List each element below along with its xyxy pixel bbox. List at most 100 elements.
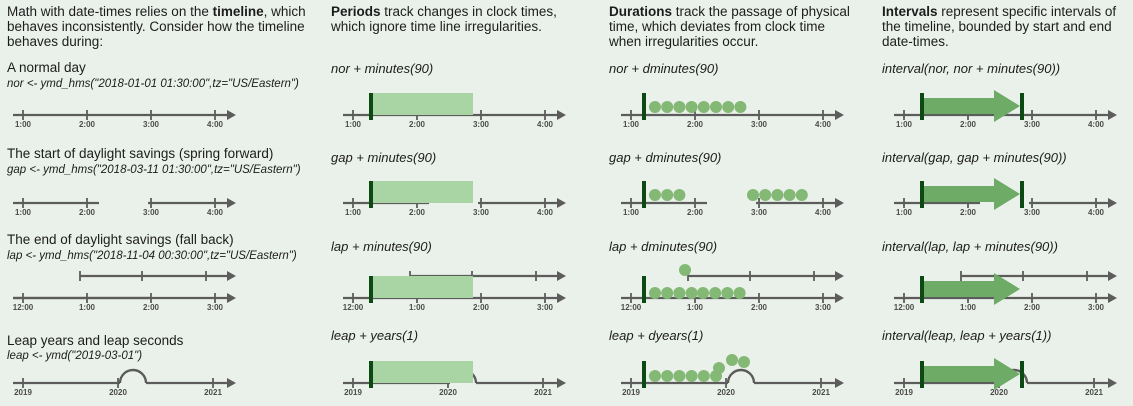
row3-col3-duration-dot-a-4 bbox=[685, 287, 698, 299]
row2-col2-tick-label-1: 1:00 bbox=[345, 208, 362, 217]
row1-col1-tick-label-3: 3:00 bbox=[143, 120, 160, 129]
row-label-leap: Leap years and leap seconds bbox=[7, 333, 184, 348]
row1-col4-axis-arrow bbox=[1108, 110, 1117, 120]
row2-col4-tick-label-3: 3:00 bbox=[1024, 208, 1041, 217]
row4-col4-interval-arrow bbox=[924, 358, 1020, 390]
row1-col4-tick-label-1: 1:00 bbox=[896, 120, 913, 129]
row2-col3-duration-dot-a-2 bbox=[661, 189, 674, 201]
row4-col4-end-marker bbox=[1020, 361, 1024, 388]
row2-col2-period-fill bbox=[371, 181, 473, 203]
row1-col3-duration-dot-2 bbox=[661, 101, 674, 113]
row1-col2-axis-arrow bbox=[557, 110, 566, 120]
row3-col4-axis-arrow bbox=[1108, 293, 1117, 303]
intro-header: Math with date-times relies on the timel… bbox=[7, 4, 306, 49]
interval-expr-gap: interval(gap, gap + minutes(90)) bbox=[882, 150, 1067, 165]
row3-col4-repeat-arrow bbox=[1108, 271, 1117, 281]
periods-header: Periods track changes in clock times, wh… bbox=[331, 4, 557, 34]
row3-col3-duration-dot-b-2 bbox=[709, 287, 722, 299]
row2-col4-axis-arrow bbox=[1108, 198, 1117, 208]
row4-col4-axis-arrow bbox=[1108, 378, 1117, 388]
row1-col2-tick-label-3: 3:00 bbox=[473, 120, 490, 129]
period-expr-normal: nor + minutes(90) bbox=[331, 61, 434, 76]
row4-col4-tick-label-2: 2020 bbox=[990, 388, 1008, 397]
row4-col1-tick-label-3: 2021 bbox=[204, 388, 222, 397]
row-code-fall-back: lap <- ymd_hms("2018-11-04 00:30:00",tz=… bbox=[7, 250, 297, 262]
row4-col4-start-marker bbox=[920, 361, 924, 388]
row3-col2-tick-label-4: 3:00 bbox=[537, 303, 554, 312]
row2-col4-tick-label-1: 1:00 bbox=[896, 208, 913, 217]
row4-col3-tick-label-3: 2021 bbox=[812, 388, 830, 397]
row4-col1-tick-label-1: 2019 bbox=[14, 388, 32, 397]
row4-col3-duration-dot-lift-3 bbox=[738, 356, 750, 368]
row2-col4-tick-label-4: 4:00 bbox=[1088, 208, 1105, 217]
durations-header: Durations track the passage of physical … bbox=[609, 4, 850, 49]
row4-col2-tick-label-2: 2020 bbox=[439, 388, 457, 397]
period-expr-leap: leap + years(1) bbox=[331, 328, 419, 343]
row4-col3-start-marker bbox=[642, 361, 646, 388]
row2-col4-tick-label-2: 2:00 bbox=[960, 208, 977, 217]
row3-col4-interval-arrow bbox=[924, 273, 1020, 305]
row4-col2-axis-arrow bbox=[557, 378, 566, 388]
row-code-spring-forward: gap <- ymd_hms("2018-03-11 01:30:00",tz=… bbox=[7, 164, 301, 176]
row4-col4-tick-label-1: 2019 bbox=[895, 388, 913, 397]
row3-col2-tick-label-2: 1:00 bbox=[409, 303, 426, 312]
row2-col4-start-marker bbox=[920, 181, 924, 208]
row4-col3-leap-bump bbox=[726, 368, 756, 384]
row3-col2-repeat-arrow bbox=[557, 271, 566, 281]
row1-col3-duration-dot-5 bbox=[697, 101, 710, 113]
duration-expr-gap: gap + dminutes(90) bbox=[609, 150, 722, 165]
row2-col1-tick-label-3: 3:00 bbox=[143, 208, 160, 217]
row-code-normal-day: nor <- ymd_hms("2018-01-01 01:30:00",tz=… bbox=[7, 78, 299, 90]
row3-col2-axis-arrow bbox=[557, 293, 566, 303]
row4-col2-tick-label-1: 2019 bbox=[344, 388, 362, 397]
row1-col3-axis-arrow bbox=[835, 110, 844, 120]
row2-col1-tick-label-1: 1:00 bbox=[15, 208, 32, 217]
row4-col3-tick-label-1: 2019 bbox=[622, 388, 640, 397]
row1-col3-duration-dot-1 bbox=[649, 101, 661, 113]
row3-col3-tick-label-3: 2:00 bbox=[751, 303, 768, 312]
row2-col1-axis-arrow bbox=[227, 198, 236, 208]
row3-col3-start-marker bbox=[642, 276, 646, 303]
duration-expr-normal: nor + dminutes(90) bbox=[609, 61, 719, 76]
row-label-spring-forward: The start of daylight savings (spring fo… bbox=[7, 146, 274, 161]
period-expr-gap: gap + minutes(90) bbox=[331, 150, 437, 165]
row1-col3-duration-dot-7 bbox=[722, 101, 735, 113]
row1-col3-duration-dot-6 bbox=[710, 101, 722, 113]
row3-col3-duration-dot-lifted bbox=[679, 264, 691, 276]
row3-col3-duration-dot-a-2 bbox=[661, 287, 674, 299]
period-expr-lap: lap + minutes(90) bbox=[331, 239, 432, 254]
row3-col3-duration-dot-b-1 bbox=[697, 287, 709, 299]
row3-col2-tick-label-3: 2:00 bbox=[473, 303, 490, 312]
row1-col4-interval-arrow bbox=[924, 90, 1020, 122]
row2-col2-axis-arrow bbox=[557, 198, 566, 208]
row3-col4-tick-label-4: 3:00 bbox=[1088, 303, 1105, 312]
row1-col1-tick-label-4: 4:00 bbox=[207, 120, 224, 129]
row1-col1-axis-arrow bbox=[227, 110, 236, 120]
row3-col3-duration-dot-a-1 bbox=[649, 287, 661, 299]
row2-col1-tick-label-2: 2:00 bbox=[79, 208, 96, 217]
row2-col3-axis-arrow bbox=[835, 198, 844, 208]
row3-col4-start-marker bbox=[920, 276, 924, 303]
row4-col3-tick-label-2: 2020 bbox=[717, 388, 735, 397]
row1-col3-start-marker bbox=[642, 93, 646, 120]
row2-col3-duration-dot-b-4 bbox=[783, 189, 796, 201]
row2-col3-duration-dot-a-1 bbox=[649, 189, 661, 201]
row1-col2-start-marker bbox=[369, 93, 373, 120]
row4-col3-duration-dot-2 bbox=[661, 370, 674, 382]
row1-col3-duration-dot-3 bbox=[673, 101, 686, 113]
row4-col3-duration-dot-1 bbox=[649, 370, 661, 382]
row2-col2-tick-label-2: 2:00 bbox=[409, 208, 426, 217]
row3-col1-tick-label-2: 1:00 bbox=[79, 303, 96, 312]
row4-col2-start-marker bbox=[369, 361, 373, 388]
row3-col4-tick-label-2: 1:00 bbox=[960, 303, 977, 312]
row1-col3-tick-label-2: 2:00 bbox=[687, 120, 704, 129]
row-label-fall-back: The end of daylight savings (fall back) bbox=[7, 232, 234, 247]
row2-col2-start-marker bbox=[369, 181, 373, 208]
row2-col2-tick-label-4: 4:00 bbox=[537, 208, 554, 217]
row1-col3-tick-label-3: 3:00 bbox=[751, 120, 768, 129]
row3-col2-period-fill bbox=[371, 276, 473, 298]
row1-col2-period-fill bbox=[371, 93, 473, 115]
row1-col4-tick-label-4: 4:00 bbox=[1088, 120, 1105, 129]
